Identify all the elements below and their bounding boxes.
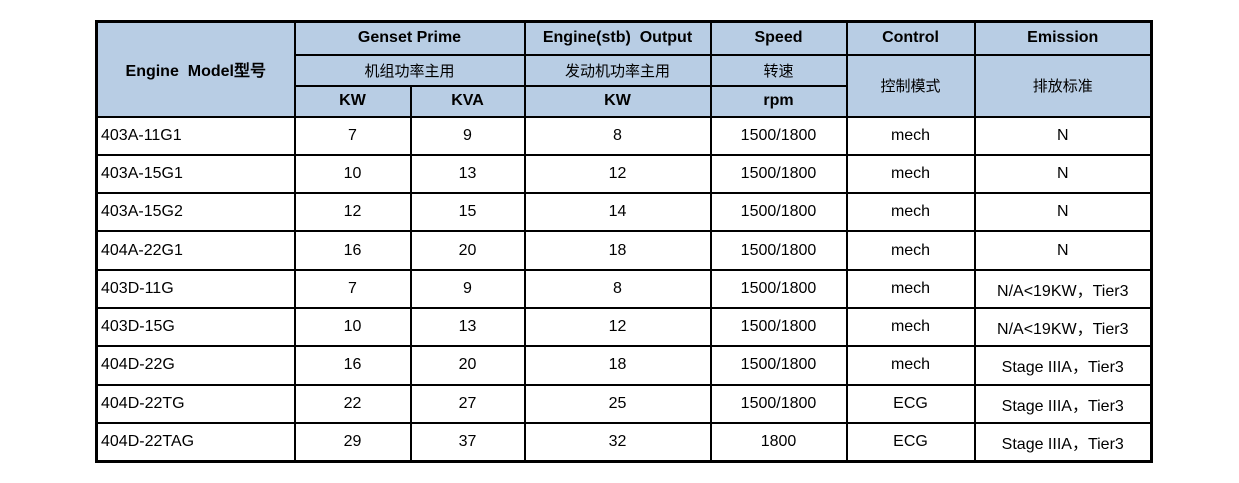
- cell-speed: 1500/1800: [709, 115, 848, 156]
- table-row: 403A-15G2 12 15 14 1500/1800 mech N: [95, 192, 1153, 233]
- table-body: 403A-11G1 7 9 8 1500/1800 mech N 403A-15G1 10 13 1…: [95, 115, 1153, 463]
- table-row: 404D-22TG 22 27 25 1500/1800 ECG Stage IIIA，Ti…: [95, 383, 1153, 424]
- cell-engine-kw: 8: [523, 268, 712, 309]
- cell-genset-kva: 20: [409, 230, 526, 271]
- cell-genset-kw: 16: [293, 345, 412, 386]
- cell-control: mech: [845, 115, 976, 156]
- cell-speed: 1500/1800: [709, 192, 848, 233]
- cell-emission: N: [973, 153, 1153, 195]
- cell-control: mech: [845, 153, 976, 195]
- header-row-english: Engine Model型号 Genset Prime Engine(stb) …: [95, 20, 1153, 118]
- cell-control: mech: [845, 345, 976, 386]
- cell-emission: N: [973, 230, 1153, 271]
- table-header: Engine Model型号 Genset Prime Engine(stb) …: [95, 20, 1153, 118]
- cell-genset-kva: 20: [409, 345, 526, 386]
- cell-model: 403A-11G1: [95, 115, 296, 156]
- cell-engine-kw: 32: [523, 421, 712, 463]
- header-engine-model: Engine Model型号: [95, 20, 296, 118]
- cell-speed: 1800: [709, 421, 848, 463]
- header-engine-kw-unit: KW: [523, 84, 712, 118]
- header-control-en: Control: [845, 20, 976, 56]
- cell-genset-kva: 15: [409, 192, 526, 233]
- cell-genset-kva: 9: [409, 115, 526, 156]
- header-speed-en: Speed: [709, 20, 848, 56]
- table-row: 403D-15G 10 13 12 1500/1800 mech N/A<19KW，Tier…: [95, 306, 1153, 348]
- cell-engine-kw: 12: [523, 306, 712, 348]
- cell-control: mech: [845, 192, 976, 233]
- engine-spec-table: Engine Model型号 Genset Prime Engine(stb) …: [95, 20, 1153, 463]
- table-row: 403A-11G1 7 9 8 1500/1800 mech N: [95, 115, 1153, 156]
- header-genset-kva-unit: KVA: [409, 84, 526, 118]
- header-control-zh: 控制模式: [845, 53, 976, 118]
- cell-speed: 1500/1800: [709, 383, 848, 424]
- cell-model: 404A-22G1: [95, 230, 296, 271]
- cell-genset-kva: 37: [409, 421, 526, 463]
- cell-control: mech: [845, 306, 976, 348]
- cell-genset-kva: 13: [409, 306, 526, 348]
- header-speed-rpm-unit: rpm: [709, 84, 848, 118]
- cell-genset-kw: 12: [293, 192, 412, 233]
- cell-emission: N/A<19KW，Tier3: [973, 306, 1153, 348]
- table-row: 404A-22G1 16 20 18 1500/1800 mech N: [95, 230, 1153, 271]
- cell-emission: N: [973, 192, 1153, 233]
- cell-model: 403A-15G1: [95, 153, 296, 195]
- cell-speed: 1500/1800: [709, 306, 848, 348]
- cell-emission: Stage IIIA，Tier3: [973, 345, 1153, 386]
- cell-model: 403A-15G2: [95, 192, 296, 233]
- header-genset-kw-unit: KW: [293, 84, 412, 118]
- cell-engine-kw: 18: [523, 230, 712, 271]
- cell-model: 403D-11G: [95, 268, 296, 309]
- cell-speed: 1500/1800: [709, 268, 848, 309]
- cell-engine-kw: 25: [523, 383, 712, 424]
- cell-genset-kw: 29: [293, 421, 412, 463]
- cell-model: 404D-22TG: [95, 383, 296, 424]
- cell-emission: Stage IIIA，Tier3: [973, 421, 1153, 463]
- cell-emission: N: [973, 115, 1153, 156]
- cell-control: ECG: [845, 383, 976, 424]
- cell-genset-kw: 7: [293, 115, 412, 156]
- cell-emission: Stage IIIA，Tier3: [973, 383, 1153, 424]
- cell-genset-kva: 13: [409, 153, 526, 195]
- cell-model: 403D-15G: [95, 306, 296, 348]
- cell-control: mech: [845, 268, 976, 309]
- header-speed-zh: 转速: [709, 53, 848, 87]
- header-genset-prime-zh: 机组功率主用: [293, 53, 526, 87]
- cell-control: ECG: [845, 421, 976, 463]
- table-row: 404D-22TAG 29 37 32 1800 ECG Stage IIIA，Tier3: [95, 421, 1153, 463]
- header-row-chinese: 机组功率主用 发动机功率主用 转速 控制模式 排放标准: [97, 53, 1153, 118]
- cell-speed: 1500/1800: [709, 153, 848, 195]
- cell-engine-kw: 18: [523, 345, 712, 386]
- cell-genset-kw: 22: [293, 383, 412, 424]
- table-row: 403A-15G1 10 13 12 1500/1800 mech N: [95, 153, 1153, 195]
- engine-spec-sheet: Engine Model型号 Genset Prime Engine(stb) …: [95, 20, 1153, 463]
- cell-engine-kw: 14: [523, 192, 712, 233]
- header-row-units: KW KVA KW rpm: [97, 84, 1152, 118]
- header-emission-zh: 排放标准: [973, 53, 1153, 118]
- cell-speed: 1500/1800: [709, 345, 848, 386]
- cell-genset-kva: 27: [409, 383, 526, 424]
- cell-genset-kw: 16: [293, 230, 412, 271]
- table-row: 404D-22G 16 20 18 1500/1800 mech Stage IIIA，Ti…: [95, 345, 1153, 386]
- header-engine-output-en: Engine(stb) Output: [523, 20, 712, 56]
- cell-model: 404D-22TAG: [95, 421, 296, 463]
- cell-engine-kw: 8: [523, 115, 712, 156]
- cell-genset-kw: 7: [293, 268, 412, 309]
- cell-speed: 1500/1800: [709, 230, 848, 271]
- cell-engine-kw: 12: [523, 153, 712, 195]
- header-emission-en: Emission: [973, 20, 1153, 56]
- cell-emission: N/A<19KW，Tier3: [973, 268, 1153, 309]
- cell-genset-kva: 9: [409, 268, 526, 309]
- header-engine-output-zh: 发动机功率主用: [523, 53, 712, 87]
- cell-genset-kw: 10: [293, 153, 412, 195]
- header-genset-prime-en: Genset Prime: [293, 20, 526, 56]
- cell-genset-kw: 10: [293, 306, 412, 348]
- cell-model: 404D-22G: [95, 345, 296, 386]
- table-row: 403D-11G 7 9 8 1500/1800 mech N/A<19KW，Tier3: [95, 268, 1153, 309]
- cell-control: mech: [845, 230, 976, 271]
